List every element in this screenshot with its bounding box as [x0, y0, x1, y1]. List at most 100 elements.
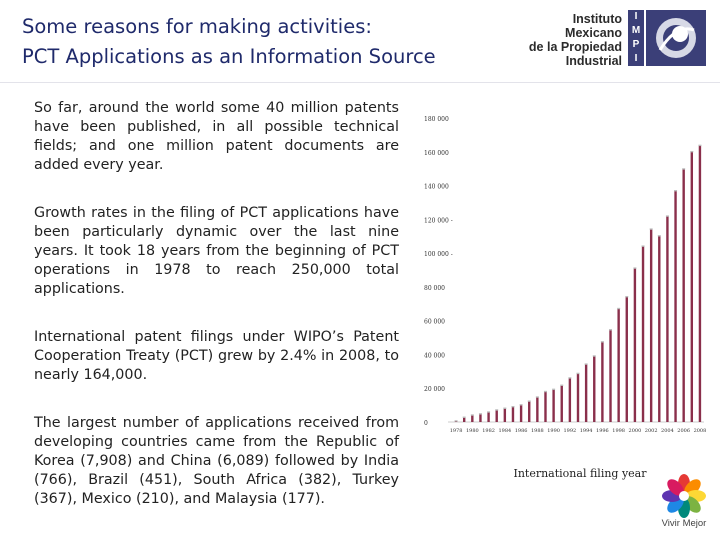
header-divider [0, 82, 720, 83]
y-tick-label: 140 000 [424, 184, 449, 191]
bar-1989 [544, 391, 547, 422]
logo-letter: P [632, 39, 640, 50]
y-tick-label: 80 000 [424, 285, 445, 292]
bar-cap-1978 [454, 420, 458, 422]
x-tick-label: 1996 [596, 428, 609, 434]
logo-letter: M [631, 25, 641, 36]
bar-cap-2008 [698, 144, 702, 147]
bar-cap-2001 [641, 245, 645, 247]
logo-letter: I [634, 53, 638, 64]
x-tick-label: 1998 [612, 428, 625, 434]
bar-cap-1995 [592, 355, 596, 357]
bar-cap-1999 [625, 295, 629, 298]
bar-cap-1989 [543, 390, 547, 393]
chart-x-axis-label: International filing year [513, 467, 647, 480]
paragraph-published-patents: So far, around the world some 40 million… [34, 100, 399, 173]
y-tick-label: 20 000 [424, 386, 445, 393]
logo-acronym: I M P I [628, 10, 644, 66]
bar-cap-2002 [649, 228, 653, 230]
bar-2002 [649, 229, 653, 422]
x-tick-label: 1992 [564, 428, 577, 434]
bar-2006 [682, 169, 685, 422]
logo-line-1: Instituto [572, 12, 622, 26]
x-tick-label: 2002 [645, 428, 658, 434]
bar-cap-1992 [568, 377, 572, 379]
y-tick-label: 40 000 [424, 352, 445, 359]
bar-cap-1985 [511, 405, 515, 408]
title-line-2: PCT Applications as an Information Sourc… [22, 45, 436, 68]
x-tick-label: 1980 [466, 428, 479, 434]
paragraph-growth-rates: Growth rates in the filing of PCT applic… [34, 205, 399, 297]
bar-1994 [584, 364, 588, 422]
bar-1980 [471, 415, 474, 422]
bar-2003 [658, 236, 661, 422]
x-tick-label: 2004 [661, 428, 674, 434]
x-tick-label: 1984 [498, 428, 511, 434]
bar-cap-1993 [576, 372, 580, 375]
x-tick-label: 2006 [677, 428, 690, 434]
impi-logo: Instituto Mexicano de la Propiedad Indus… [528, 10, 714, 70]
bar-1985 [511, 406, 515, 422]
bar-cap-1982 [487, 411, 491, 413]
page-title: Some reasons for making activities: PCT … [22, 12, 522, 72]
bar-cap-1988 [535, 396, 539, 398]
bar-1982 [487, 412, 490, 422]
bar-cap-2003 [657, 235, 661, 237]
bar-cap-1983 [495, 409, 499, 411]
bar-1979 [462, 417, 466, 422]
bar-cap-1981 [478, 413, 482, 415]
x-tick-label: 1986 [515, 428, 528, 434]
bar-cap-1996 [600, 341, 604, 343]
title-line-1: Some reasons for making activities: [22, 15, 372, 38]
logo-name: Instituto Mexicano de la Propiedad Indus… [472, 12, 622, 68]
bar-1996 [601, 342, 604, 422]
bar-1990 [552, 389, 555, 422]
flower-icon [662, 474, 706, 518]
x-tick-label: 1994 [580, 428, 593, 434]
bar-cap-1986 [519, 404, 523, 406]
x-tick-label: 1990 [547, 428, 560, 434]
bar-cap-1990 [552, 388, 556, 391]
bar-cap-1979 [462, 416, 466, 418]
x-tick-label: 1978 [450, 428, 463, 434]
paragraph-developing-countries: The largest number of applications recei… [34, 415, 399, 507]
y-tick-label: 120 000 - [424, 217, 453, 224]
x-tick-label: 1982 [482, 428, 495, 434]
bar-1983 [495, 410, 498, 422]
bar-2007 [690, 151, 694, 422]
bar-2000 [633, 268, 637, 422]
bar-1997 [609, 330, 612, 422]
bar-cap-1984 [503, 407, 507, 409]
bar-cap-1997 [609, 329, 613, 331]
bar-1986 [519, 405, 523, 422]
bar-2001 [641, 246, 645, 422]
bar-cap-2000 [633, 267, 637, 269]
y-tick-label: 0 [424, 420, 428, 427]
bar-2008 [698, 145, 702, 422]
bar-1998 [617, 308, 620, 422]
bar-1981 [479, 414, 482, 422]
bar-1999 [625, 296, 628, 422]
bar-1992 [568, 378, 572, 422]
bar-cap-1987 [527, 400, 531, 402]
bar-cap-1991 [560, 384, 564, 386]
bar-1987 [528, 401, 531, 422]
bar-cap-2004 [665, 215, 669, 217]
bar-cap-2007 [690, 150, 694, 153]
y-tick-label: 180 000 [424, 116, 449, 123]
x-tick-label: 2008 [694, 428, 707, 434]
bar-1991 [560, 385, 563, 422]
x-tick-label: 1988 [531, 428, 544, 434]
y-tick-label: 60 000 [424, 319, 445, 326]
bar-cap-1998 [617, 307, 621, 310]
bar-cap-1994 [584, 363, 588, 365]
logo-line-4: Industrial [565, 54, 622, 68]
y-tick-label: 160 000 [424, 150, 449, 157]
bar-cap-2006 [682, 168, 686, 170]
vivir-mejor-logo: Vivir Mejor [654, 474, 714, 536]
pct-filings-chart: 0 20 000 40 000 60 000 80 000 100 000 - 120 00… [424, 116, 707, 434]
logo-line-3: de la Propiedad [528, 40, 622, 54]
bar-1988 [536, 397, 539, 422]
bar-1993 [576, 373, 580, 422]
y-tick-label: 100 000 - [424, 251, 453, 258]
